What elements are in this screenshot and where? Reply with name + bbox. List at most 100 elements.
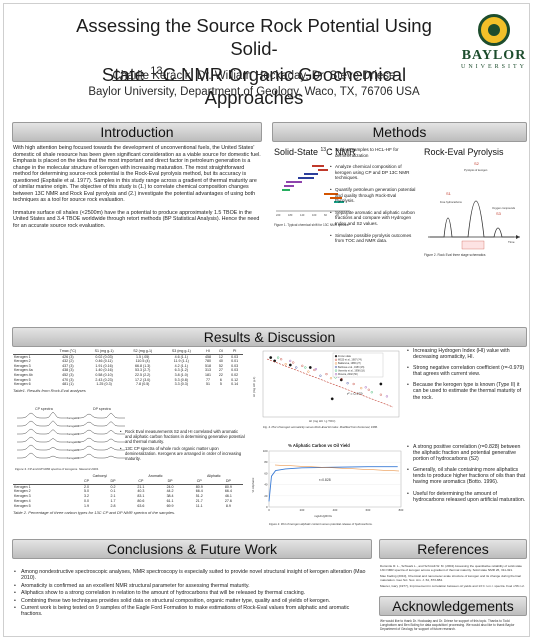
intro-paragraph-2: Immature surface oil shales (<2500m) hav… xyxy=(13,209,260,229)
table-cell: 46.1 xyxy=(224,494,232,499)
table2-caption: Table 2. Percentage of three carbon type… xyxy=(13,509,176,515)
table-cell: 181 xyxy=(204,372,211,377)
s1-label: S1 xyxy=(446,191,452,196)
table-cell: 1.5 (.05) xyxy=(136,354,150,359)
y-tick-label: 20 xyxy=(264,494,268,498)
table-cell: 3.3 (0.3) xyxy=(174,382,188,387)
table2-sub-header-cell xyxy=(13,478,74,485)
table-cell: 1.7 xyxy=(110,498,116,503)
section-acknowledgements-header: Acknowledgements xyxy=(379,596,527,616)
spectra-traces-left: Kerogen 1 Kerogen 2 Kerogen 3 Kerogen 4a Ker… xyxy=(17,411,81,460)
table-cell: 2.1 xyxy=(110,494,116,499)
s1-description: Free hydrocarbons xyxy=(440,200,462,204)
aliphatic-vs-oil-yield-chart: % Aliphatic Carbon vs Oil Yield 0 20 40 60 8… xyxy=(251,443,404,526)
table1-caption: Table1. Results from Rock-Eval analyses xyxy=(13,387,86,393)
table-cell: 5 xyxy=(219,382,222,387)
table-row: Kerogen 5 1.9 2.8 63.6 69.9 11.1 8.9 xyxy=(13,504,243,509)
cp-spectrum-trace xyxy=(17,411,67,419)
scatter-point xyxy=(325,373,328,376)
title-line-1: Assessing the Source Rock Potential Usin… xyxy=(76,15,432,59)
results-bullet: Increasing Hydrogen Index (HI) value wit… xyxy=(407,348,527,360)
rock-eval-results-table: Tmax (°C) S1 (mg g-1) S2 (mg g-1) S3 (mg g-… xyxy=(13,349,243,421)
results-bullet: Because the kerogen type is known (Type … xyxy=(407,382,527,400)
baylor-logo: BAYLOR UNIVERSITY xyxy=(459,14,529,80)
table-cell: 518 xyxy=(204,363,211,368)
legend-marker xyxy=(334,369,338,372)
methods-bullet: Quantify petroleum generation potential … xyxy=(330,187,416,204)
table-cell: Kerogen 6 xyxy=(14,382,31,387)
table-cell: 0.12 xyxy=(231,377,239,382)
scatter-point xyxy=(364,386,367,389)
table-cell: 0.0 xyxy=(83,498,89,503)
legend-marker xyxy=(334,358,338,361)
table-cell: 38.4 xyxy=(166,494,174,499)
aliphatic-chart-title: % Aliphatic Carbon vs Oil Yield xyxy=(288,443,350,448)
table-cell: 438 (3) xyxy=(62,368,74,373)
x-tick-label: 400 xyxy=(333,508,338,512)
table-cell: 11.9 (1.1) xyxy=(173,359,189,364)
table2-group-header: Aromatic xyxy=(148,474,163,478)
table-cell: 27.6 xyxy=(224,498,232,503)
table-cell: 470 (3) xyxy=(62,377,74,382)
co-authors: , Dr. William Hockaday, Dr. Steve Driese xyxy=(190,70,396,82)
dp-spectrum-trace xyxy=(75,429,125,435)
scatter-caption: Fig. 4. Plot of kerogen aromaticity vers… xyxy=(263,425,378,429)
title-line-2-post: C NMR Organic Geochemical Approaches xyxy=(162,64,407,109)
conclusion-item: Combining these two techniques provides … xyxy=(14,598,372,605)
table1-header-cell: PI xyxy=(226,349,243,355)
x-tick-label: 800 xyxy=(399,508,404,512)
table-cell: 1.25 (0.3) xyxy=(96,382,112,387)
scatter-point xyxy=(379,382,383,386)
scatter-point xyxy=(367,388,370,391)
section-introduction-header: Introduction xyxy=(12,122,262,142)
table-cell: Kerogen 4b xyxy=(14,372,33,377)
scatter-point xyxy=(292,361,295,364)
table-cell: 2.8 xyxy=(110,503,116,508)
table1-header-cell: OI xyxy=(215,349,227,355)
table-row: Kerogen 4a 438 (3) 1.40 (0.16) 53.3 (2.7) 6.… xyxy=(13,368,243,373)
legend-marker xyxy=(334,362,338,365)
table-row: Kerogen 5 470 (3) 2.43 (0.23) 17.2 (3.0) 5.3… xyxy=(13,378,243,383)
table-cell: 51 xyxy=(205,382,210,387)
table2-group-header: Aliphatic xyxy=(207,474,221,478)
spectra-bullet: Rock Eval measurements S2 and HI correla… xyxy=(120,429,245,444)
s3-description: Oxygen compounds xyxy=(492,206,516,210)
table-cell: 63.6 xyxy=(137,503,145,508)
rock-eval-schematic: S1 S2 S3 Free hydrocarbons Pyrolysis of … xyxy=(428,161,520,250)
table1-header-cell: S3 (mg g-1) xyxy=(162,349,201,355)
scatter-r2-label: r² = 0.979 xyxy=(347,392,362,396)
legend-marker xyxy=(334,373,338,376)
table-cell: 0.14 xyxy=(231,382,239,387)
table-cell: 44.2 xyxy=(166,489,174,494)
rock-eval-title: Rock-Eval Pyrolysis xyxy=(424,147,504,157)
s2-label: S2 xyxy=(474,161,480,166)
dp-spectrum-trace xyxy=(75,445,125,451)
table-cell: 24.0 xyxy=(166,484,174,489)
table2-body: Kerogen 1 2.0 0.2 21.1 24.0 80.9 80.9 Kerogen 2… xyxy=(13,484,243,508)
conclusion-item: Aromaticity is confirmed as an excellent… xyxy=(14,583,372,590)
aliphatic-gridlines xyxy=(269,450,401,508)
table-row: Kerogen 4 0.0 1.7 80.6 61.1 21.7 27.6 xyxy=(13,499,243,504)
cp-spectrum-trace xyxy=(17,452,67,459)
table-cell: 5.0 xyxy=(83,489,89,494)
poster-title: Assessing the Source Rock Potential Usin… xyxy=(64,14,444,109)
reference-item: Mauret, Gary (1977), Improvement in corr… xyxy=(380,584,525,589)
table-cell: Kerogen 4 xyxy=(14,498,31,503)
table-cell: 27 xyxy=(218,368,223,373)
table-cell: 0.03 xyxy=(231,363,239,368)
table1-header-cell: HI xyxy=(200,349,216,355)
spectra-caption: Figure 3. CP and DP NMR spectra of kerog… xyxy=(15,467,99,471)
logo-sub: UNIVERSITY xyxy=(461,64,527,70)
svg-text:60: 60 xyxy=(324,213,327,217)
scatter-point xyxy=(280,358,283,361)
scatter-point xyxy=(307,370,310,373)
table-cell: 481 (1) xyxy=(62,382,74,387)
conclusion-item: Current work is being tested on 9 sample… xyxy=(14,605,372,618)
table-cell: Kerogen 3 xyxy=(14,363,31,368)
table-cell: 66.4 xyxy=(224,489,232,494)
scatter-point xyxy=(346,382,349,385)
logo-word: BAYLOR xyxy=(461,48,527,63)
table-cell: Kerogen 2 xyxy=(14,359,31,364)
nmr-figure-caption: Figure 1. Typical chemical shift for 13C… xyxy=(274,223,349,227)
